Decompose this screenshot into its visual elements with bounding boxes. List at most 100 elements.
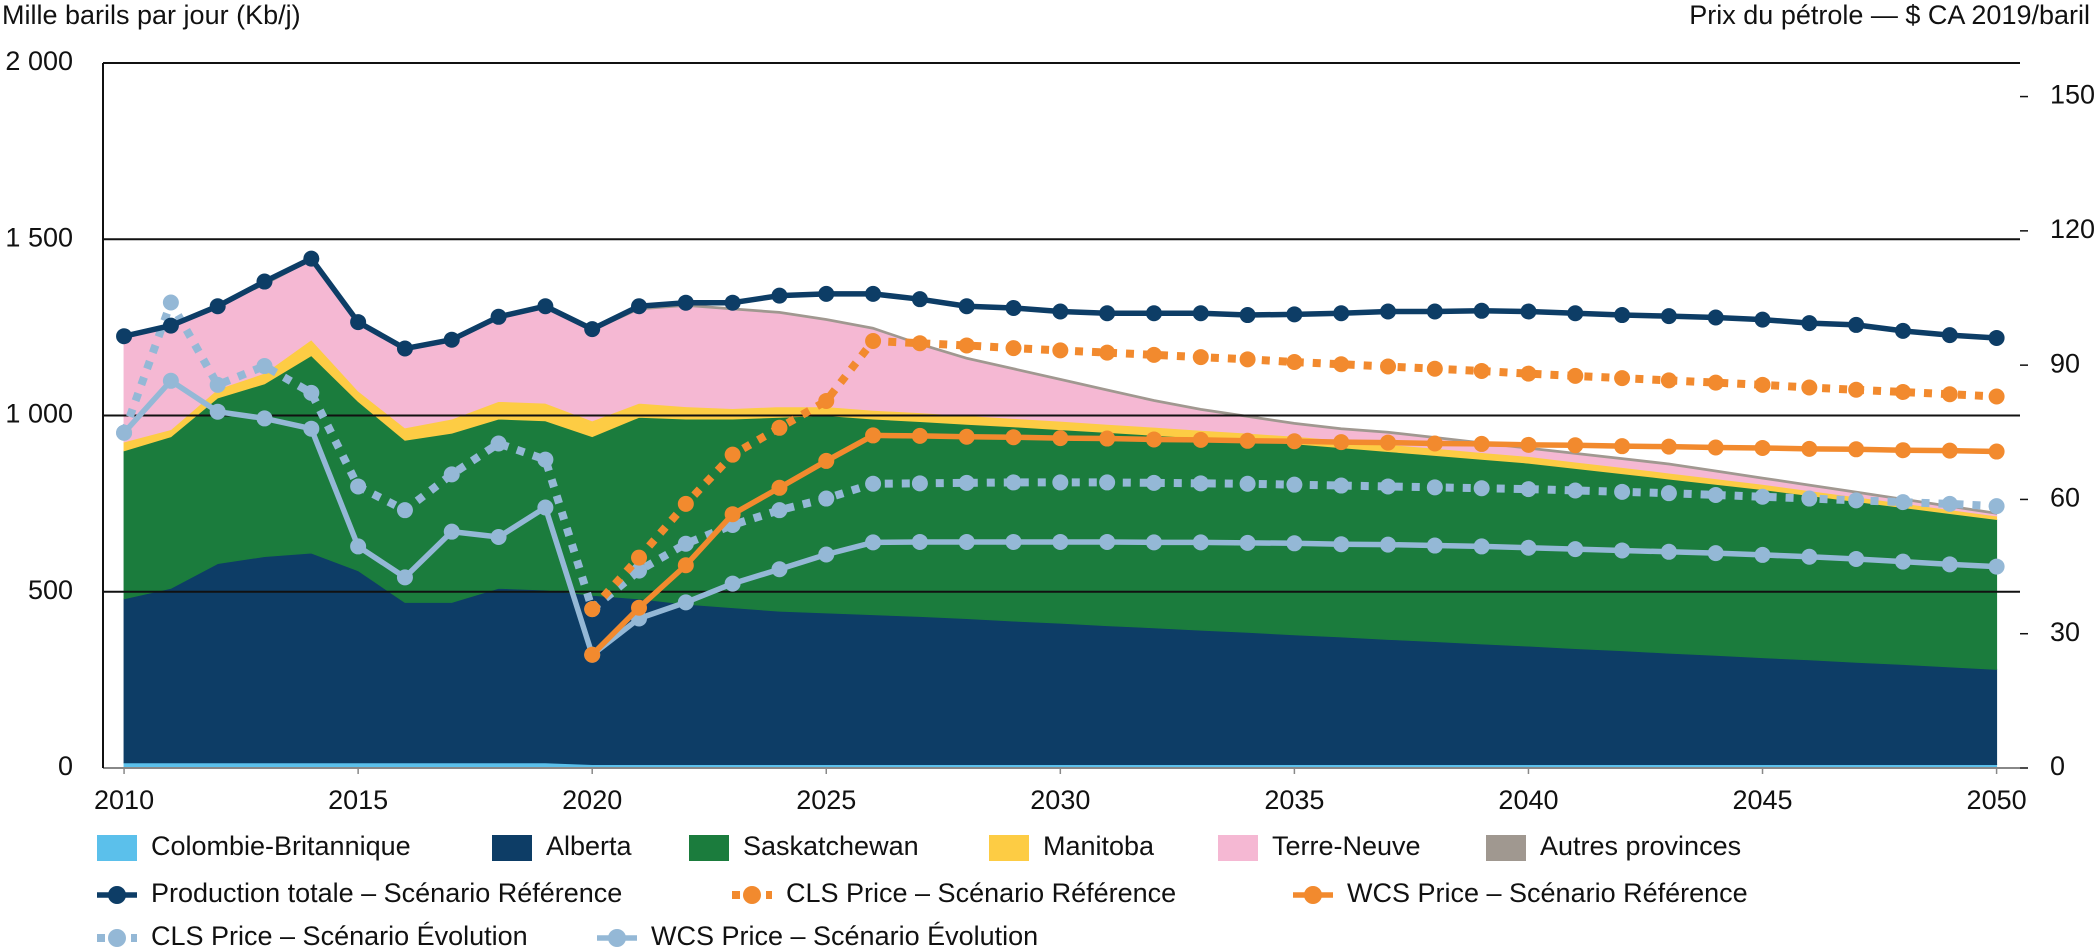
marker — [677, 294, 694, 311]
y2-tick-label: 0 — [2050, 751, 2065, 781]
marker — [1567, 305, 1584, 322]
marker — [303, 384, 320, 401]
marker — [1099, 474, 1116, 491]
marker — [1192, 305, 1209, 322]
marker — [1473, 480, 1490, 497]
marker — [1848, 550, 1865, 567]
marker — [443, 466, 460, 483]
marker — [865, 475, 882, 492]
marker — [1145, 431, 1162, 448]
marker — [1239, 307, 1256, 324]
marker — [1894, 553, 1911, 570]
marker — [1052, 303, 1069, 320]
marker — [1239, 534, 1256, 551]
marker — [1005, 340, 1022, 357]
x-tick-label: 2015 — [328, 785, 388, 815]
marker — [1286, 354, 1303, 371]
marker — [1614, 370, 1631, 387]
legend-swatch — [492, 835, 532, 861]
marker — [1286, 433, 1303, 450]
legend-label: Production totale – Scénario Référence — [151, 878, 622, 908]
legend-swatch — [743, 886, 761, 904]
legend-swatch — [1218, 835, 1258, 861]
y2-tick-label: 60 — [2050, 483, 2080, 513]
marker — [724, 446, 741, 463]
marker — [1801, 548, 1818, 565]
marker — [1380, 303, 1397, 320]
marker — [631, 599, 648, 616]
marker — [1099, 305, 1116, 322]
marker — [162, 294, 179, 311]
marker — [1520, 303, 1537, 320]
marker — [865, 332, 882, 349]
marker — [1754, 488, 1771, 505]
legend-label: Manitoba — [1043, 831, 1155, 861]
marker — [631, 549, 648, 566]
marker — [1754, 311, 1771, 328]
marker — [1286, 306, 1303, 323]
marker — [256, 358, 273, 375]
marker — [1239, 432, 1256, 449]
x-tick-label: 2030 — [1030, 785, 1090, 815]
marker — [1333, 477, 1350, 494]
marker — [1988, 498, 2005, 515]
marker — [209, 376, 226, 393]
marker — [677, 594, 694, 611]
marker — [1848, 316, 1865, 333]
marker — [1801, 315, 1818, 332]
marker — [1848, 381, 1865, 398]
legend-swatch — [97, 835, 137, 861]
marker — [1380, 536, 1397, 553]
marker — [396, 340, 413, 357]
marker — [1239, 351, 1256, 368]
marker — [1005, 533, 1022, 550]
marker — [1520, 365, 1537, 382]
marker — [1520, 539, 1537, 556]
marker — [1052, 342, 1069, 359]
marker — [1567, 541, 1584, 558]
marker — [1614, 542, 1631, 559]
legend-swatch — [108, 886, 126, 904]
marker — [209, 403, 226, 420]
marker — [818, 392, 835, 409]
marker — [1192, 431, 1209, 448]
y-tick-label: 500 — [28, 575, 73, 605]
marker — [1380, 434, 1397, 451]
x-tick-label: 2035 — [1264, 785, 1324, 815]
marker — [1333, 434, 1350, 451]
marker — [1988, 388, 2005, 405]
legend-swatch — [1486, 835, 1526, 861]
marker — [1426, 537, 1443, 554]
marker — [958, 298, 975, 315]
marker — [1005, 474, 1022, 491]
x-tick-label: 2045 — [1732, 785, 1792, 815]
marker — [1894, 384, 1911, 400]
marker — [818, 546, 835, 563]
marker — [443, 331, 460, 348]
marker — [1614, 483, 1631, 500]
marker — [396, 502, 413, 519]
marker — [1754, 376, 1771, 393]
x-tick-label: 2010 — [94, 785, 154, 815]
y-tick-label: 1 500 — [5, 222, 73, 252]
marker — [1005, 429, 1022, 446]
marker — [1894, 442, 1911, 459]
marker — [958, 533, 975, 550]
marker — [1660, 372, 1677, 389]
marker — [818, 452, 835, 469]
marker — [1801, 440, 1818, 457]
marker — [1192, 534, 1209, 551]
marker — [1052, 533, 1069, 550]
marker — [1239, 475, 1256, 492]
marker — [490, 435, 507, 452]
marker — [1707, 374, 1724, 391]
legend-swatch — [689, 835, 729, 861]
x-tick-label: 2050 — [1967, 785, 2027, 815]
legend-label: CLS Price – Scénario Évolution — [151, 921, 528, 951]
marker — [1707, 545, 1724, 562]
marker — [1286, 476, 1303, 493]
marker — [1660, 543, 1677, 560]
marker — [584, 601, 601, 618]
marker — [677, 535, 694, 552]
